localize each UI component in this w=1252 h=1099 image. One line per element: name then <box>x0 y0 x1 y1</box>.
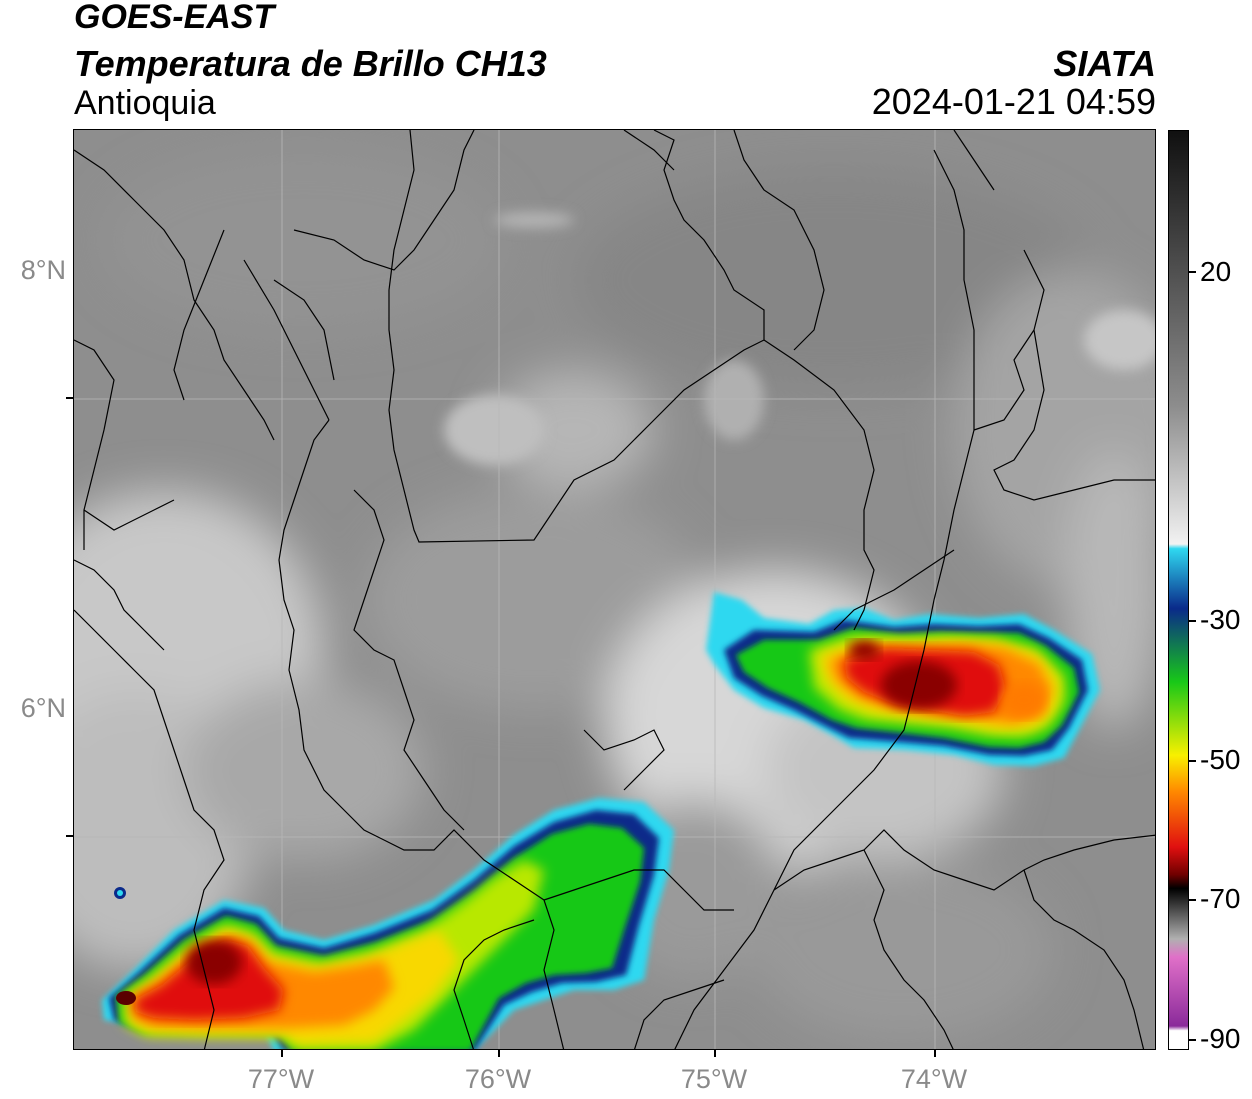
lon-tick-75w <box>714 1050 716 1057</box>
product-title: Temperatura de Brillo CH13 <box>74 43 547 84</box>
colorbar-tick-minus30 <box>1189 620 1196 622</box>
colorbar <box>1168 130 1189 1050</box>
lat-tick-8n <box>66 397 73 399</box>
lon-tick-77w <box>281 1050 283 1057</box>
source-label: SIATA <box>1053 43 1156 84</box>
lon-tick-74w <box>934 1050 936 1057</box>
lon-label-77w: 77°W <box>247 1064 315 1094</box>
lon-label-76w: 76°W <box>464 1064 532 1094</box>
colorbar-label-minus70: -70 <box>1200 883 1241 914</box>
storm-cell-southwest <box>102 798 674 1049</box>
lat-label-6n: 6°N <box>20 693 66 723</box>
satellite-title: GOES-EAST <box>74 0 275 36</box>
colorbar-tick-20 <box>1189 271 1196 273</box>
lon-label-75w: 75°W <box>680 1064 748 1094</box>
colorbar-tick-minus70 <box>1189 899 1196 901</box>
lon-label-74w: 74°W <box>900 1064 968 1094</box>
colorbar-label-minus30: -30 <box>1200 604 1241 635</box>
boundaries <box>74 130 1155 1049</box>
datetime-label: 2024-01-21 04:59 <box>871 81 1156 122</box>
colorbar-tick-minus50 <box>1189 760 1196 762</box>
lat-label-8n: 8°N <box>20 255 66 285</box>
colorbar-tick-minus90 <box>1189 1039 1196 1041</box>
lon-tick-76w <box>498 1050 500 1057</box>
lat-tick-6n <box>66 835 73 837</box>
satellite-map[interactable] <box>73 129 1156 1050</box>
colorbar-label-minus90: -90 <box>1200 1023 1241 1054</box>
colorbar-label-minus50: -50 <box>1200 744 1241 775</box>
region-label: Antioquia <box>74 84 216 122</box>
cloud-field <box>74 150 1155 1040</box>
storm-cell-east <box>706 592 1100 766</box>
colorbar-label-20: 20 <box>1200 256 1232 287</box>
cirrus-streaks <box>444 212 1155 465</box>
